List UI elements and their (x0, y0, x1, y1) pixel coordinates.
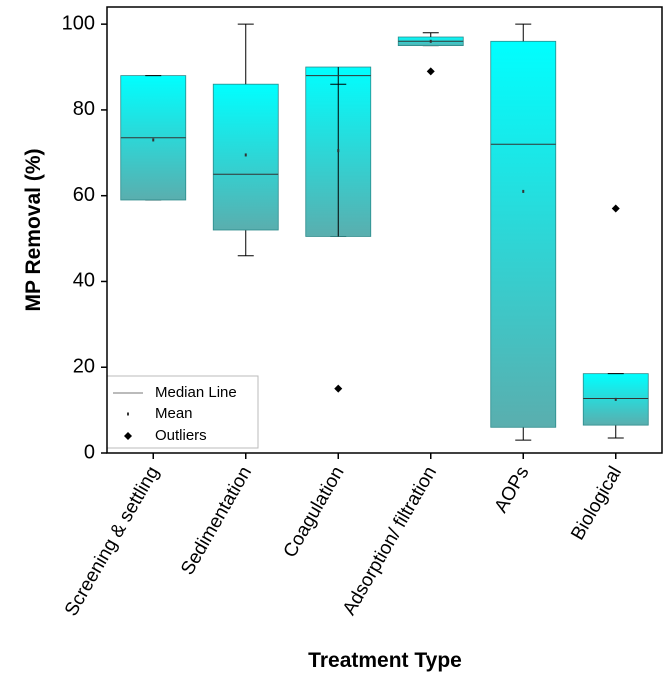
outlier (334, 384, 343, 393)
legend-label: Median Line (155, 384, 237, 401)
box (212, 83, 279, 231)
y-tick-label: 20 (73, 356, 95, 378)
legend-outlier (124, 432, 132, 440)
outlier (611, 204, 620, 213)
x-tick-label: AOPs (491, 463, 534, 516)
y-axis-title: MP Removal (%) (22, 149, 45, 312)
x-tick-label: Screening & settling (61, 463, 164, 620)
legend-label: Outliers (155, 427, 207, 444)
y-tick-label: 40 (73, 270, 95, 292)
x-axis-title: Treatment Type (308, 649, 462, 672)
outlier (426, 67, 435, 76)
x-tick-label: Biological (567, 463, 626, 544)
legend-label: Mean (155, 405, 193, 422)
x-tick-label: Adsorption/ filtration (339, 463, 441, 619)
legend-mean (127, 412, 129, 416)
plot-frame (106, 6, 663, 454)
mean-point (614, 397, 617, 401)
y-tick-label: 80 (73, 98, 95, 120)
x-tick-label: Sedimentation (177, 463, 256, 579)
y-tick-label: 100 (62, 12, 95, 34)
mean-point (522, 189, 525, 193)
y-tick-label: 0 (84, 441, 95, 463)
y-tick-label: 60 (73, 184, 95, 206)
x-tick-label: Coagulation (280, 463, 349, 561)
mean-point (152, 138, 155, 142)
mean-point (337, 149, 340, 153)
mean-point (429, 39, 432, 43)
box (490, 40, 557, 428)
mean-point (244, 153, 247, 157)
